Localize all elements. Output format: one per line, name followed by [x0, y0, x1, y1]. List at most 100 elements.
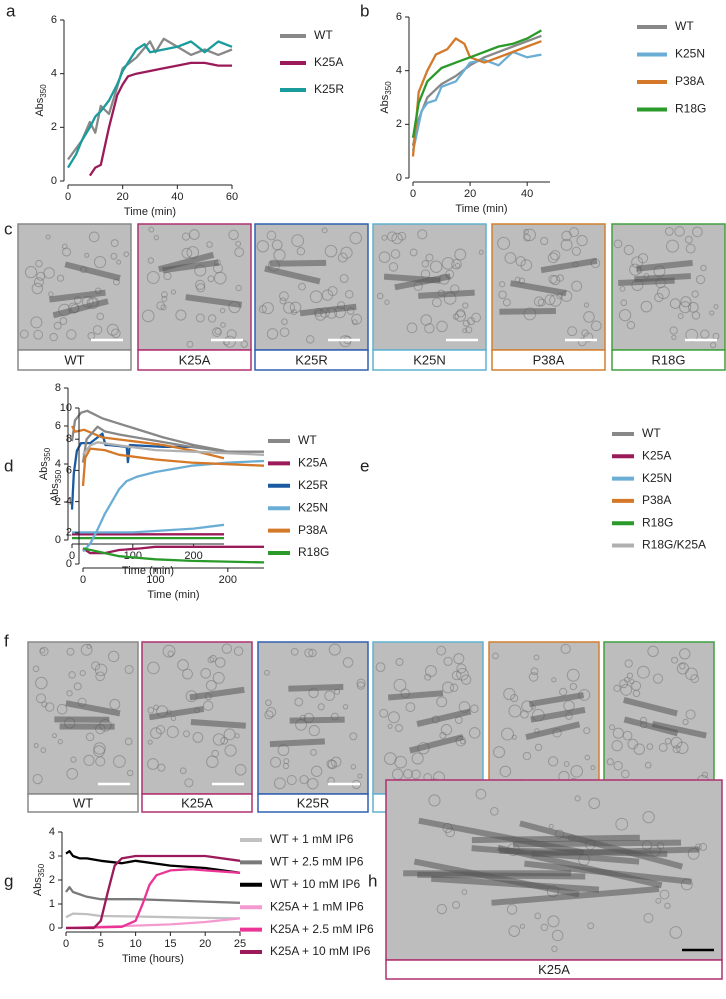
- micrograph-texture: [39, 647, 46, 654]
- micrograph-texture: [498, 290, 507, 299]
- micrograph-feature: [52, 298, 109, 319]
- legend-label: WT: [314, 28, 333, 42]
- micrograph-texture: [349, 231, 363, 245]
- micrograph-texture: [571, 246, 581, 256]
- micrograph-texture: [442, 681, 454, 694]
- legend-label: K25R: [298, 478, 328, 492]
- micrograph-texture: [273, 777, 286, 790]
- micrograph-label-box: [17, 349, 132, 371]
- micrograph-texture: [35, 259, 43, 268]
- series-line: [65, 886, 241, 904]
- micrograph-texture: [655, 897, 662, 904]
- micrograph-texture: [618, 308, 632, 322]
- micrograph-texture: [624, 659, 633, 668]
- y-tick-label: 0: [55, 534, 61, 546]
- micrograph-texture: [326, 759, 336, 769]
- micrograph-texture: [669, 326, 678, 335]
- legend-label: WT: [298, 433, 317, 447]
- micrograph-image: [137, 223, 252, 351]
- micrograph-texture: [548, 274, 558, 284]
- series-line: [70, 432, 194, 510]
- micrograph-texture: [576, 235, 588, 247]
- micrograph-texture: [94, 663, 108, 677]
- micrograph-texture: [679, 301, 692, 314]
- micrograph-feature: [528, 692, 585, 708]
- micrograph-texture: [321, 289, 334, 301]
- micrograph-texture: [66, 647, 75, 656]
- micrograph-texture: [405, 702, 416, 713]
- micrograph: WT: [27, 641, 139, 813]
- micrograph-feature: [162, 259, 219, 274]
- micrograph-feature: [64, 261, 121, 282]
- y-axis-label-subscript: 350: [54, 469, 63, 483]
- micrograph-feature: [299, 303, 357, 317]
- micrograph-texture: [214, 657, 226, 668]
- micrograph-texture: [646, 743, 654, 750]
- micrograph-texture: [124, 664, 134, 675]
- micrograph-texture: [261, 301, 274, 315]
- micrograph-texture: [324, 690, 335, 702]
- micrograph: K25A: [137, 223, 252, 371]
- micrograph-texture: [83, 754, 95, 766]
- micrograph-texture: [428, 794, 441, 807]
- legend-label: R18G: [675, 102, 706, 116]
- micrograph-texture: [84, 252, 90, 258]
- micrograph-texture: [328, 643, 341, 656]
- micrograph-texture: [294, 697, 304, 707]
- micrograph-label: K25A: [179, 352, 211, 367]
- micrograph-feature: [623, 716, 679, 737]
- micrograph-texture: [207, 275, 215, 283]
- micrograph-texture: [212, 733, 226, 746]
- micrograph-feature: [148, 705, 205, 721]
- micrograph-texture: [291, 234, 305, 248]
- micrograph-label-box: [491, 349, 606, 371]
- micrograph-feature: [269, 259, 327, 267]
- micrograph-feature: [269, 738, 325, 748]
- micrograph-texture: [588, 797, 601, 810]
- panel-label: d: [4, 456, 13, 475]
- x-tick-label: 0: [80, 574, 86, 586]
- micrograph-texture: [587, 922, 595, 930]
- micrograph-texture: [466, 316, 476, 326]
- micrograph-texture: [233, 646, 244, 656]
- micrograph-texture: [33, 743, 39, 749]
- legend-label: R18G/K25A: [642, 538, 706, 552]
- micrograph-texture: [563, 761, 570, 767]
- y-tick-label: 6: [51, 14, 57, 26]
- legend-label: WT: [675, 19, 694, 33]
- micrograph-feature: [519, 820, 684, 870]
- micrograph-texture: [411, 769, 421, 780]
- micrograph-texture: [33, 277, 44, 288]
- micrograph-texture: [147, 758, 159, 770]
- micrograph-texture: [349, 732, 358, 741]
- legend-label: WT + 10 mM IP6: [270, 877, 360, 891]
- micrograph-texture: [56, 274, 65, 282]
- micrograph-texture: [403, 768, 413, 779]
- micrograph-texture: [621, 769, 630, 779]
- micrograph-texture: [613, 761, 623, 771]
- micrograph-texture: [283, 301, 296, 314]
- x-axis-label: Time (min): [147, 589, 199, 601]
- micrograph-texture: [461, 889, 468, 895]
- y-axis-label: Abs350: [379, 81, 393, 114]
- micrograph-feature: [387, 690, 444, 701]
- series-line: [65, 912, 241, 920]
- micrograph-texture: [307, 777, 319, 790]
- y-tick-label: 4: [66, 496, 72, 508]
- micrograph-texture: [110, 239, 119, 248]
- series-line: [82, 547, 265, 564]
- micrograph-texture: [492, 652, 499, 660]
- micrograph-texture: [234, 247, 245, 258]
- micrograph-texture: [454, 262, 461, 269]
- micrograph-texture: [375, 662, 386, 673]
- y-tick-label: 6: [66, 464, 72, 476]
- micrograph-texture: [611, 740, 623, 752]
- micrograph-texture: [658, 742, 668, 752]
- micrograph-texture: [381, 234, 388, 241]
- micrograph-image: [488, 641, 600, 795]
- micrograph-feature: [499, 308, 556, 315]
- y-tick-label: 6: [396, 11, 402, 23]
- micrograph-texture: [265, 699, 272, 707]
- legend-label: K25R: [314, 82, 344, 96]
